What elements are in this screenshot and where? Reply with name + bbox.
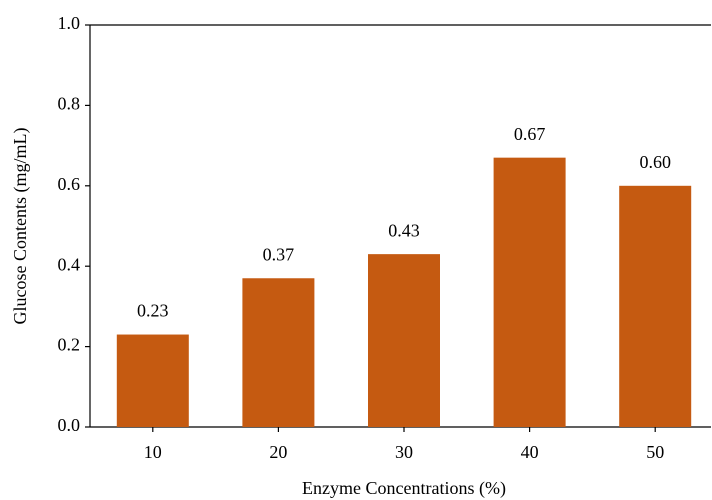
value-label: 0.67 — [514, 124, 546, 144]
value-label: 0.37 — [263, 244, 295, 264]
y-tick-label: 0.8 — [58, 94, 81, 114]
value-label: 0.23 — [137, 301, 169, 321]
x-axis-title: Enzyme Concentrations (%) — [302, 478, 506, 499]
value-label: 0.60 — [639, 152, 671, 172]
y-axis-title: Glucose Contents (mg/mL) — [10, 128, 31, 325]
y-tick-label: 0.0 — [58, 415, 81, 435]
value-label: 0.43 — [388, 220, 420, 240]
bar — [368, 254, 440, 427]
x-tick-label: 30 — [395, 442, 413, 462]
y-tick-label: 0.4 — [58, 254, 81, 274]
bar — [493, 157, 566, 427]
bar — [619, 185, 692, 427]
y-tick-label: 0.2 — [58, 335, 81, 355]
y-tick-label: 0.6 — [58, 174, 81, 194]
x-tick-label: 40 — [521, 442, 539, 462]
y-tick-label: 1.0 — [58, 13, 81, 33]
x-tick-label: 10 — [144, 442, 162, 462]
x-tick-label: 50 — [646, 442, 664, 462]
bar — [116, 334, 189, 427]
bar — [242, 278, 315, 427]
x-tick-label: 20 — [269, 442, 287, 462]
